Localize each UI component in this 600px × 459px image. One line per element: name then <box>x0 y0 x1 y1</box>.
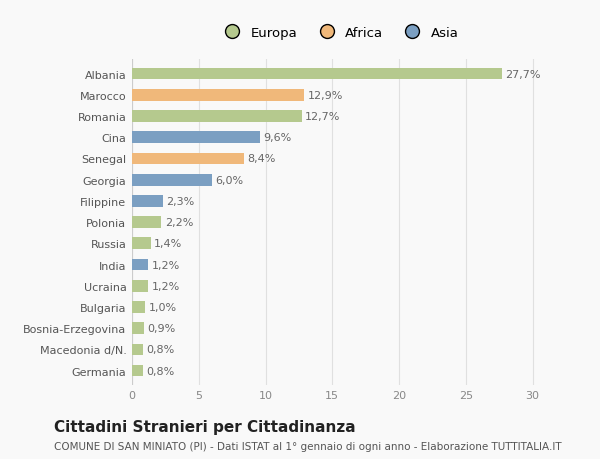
Text: 9,6%: 9,6% <box>263 133 292 143</box>
Text: 1,2%: 1,2% <box>151 281 179 291</box>
Bar <box>132 111 302 123</box>
Bar <box>132 196 163 207</box>
Text: 2,3%: 2,3% <box>166 196 194 207</box>
Bar <box>132 280 148 292</box>
Bar <box>132 259 148 271</box>
Text: 12,7%: 12,7% <box>305 112 340 122</box>
Text: 12,9%: 12,9% <box>308 91 343 101</box>
Bar <box>132 132 260 144</box>
Text: 1,2%: 1,2% <box>151 260 179 270</box>
Bar <box>132 302 145 313</box>
Text: 0,9%: 0,9% <box>148 324 176 333</box>
Text: 8,4%: 8,4% <box>248 154 276 164</box>
Bar <box>132 153 244 165</box>
Text: 27,7%: 27,7% <box>505 69 541 79</box>
Legend: Europa, Africa, Asia: Europa, Africa, Asia <box>217 24 461 42</box>
Text: 1,4%: 1,4% <box>154 239 182 249</box>
Bar <box>132 238 151 250</box>
Bar <box>132 90 304 101</box>
Text: 0,8%: 0,8% <box>146 345 174 354</box>
Bar <box>132 365 143 376</box>
Text: 0,8%: 0,8% <box>146 366 174 376</box>
Text: 1,0%: 1,0% <box>149 302 177 312</box>
Bar <box>132 69 502 80</box>
Text: Cittadini Stranieri per Cittadinanza: Cittadini Stranieri per Cittadinanza <box>54 419 356 434</box>
Bar <box>132 344 143 355</box>
Text: 6,0%: 6,0% <box>215 175 244 185</box>
Text: 2,2%: 2,2% <box>165 218 193 228</box>
Text: COMUNE DI SAN MINIATO (PI) - Dati ISTAT al 1° gennaio di ogni anno - Elaborazion: COMUNE DI SAN MINIATO (PI) - Dati ISTAT … <box>54 441 562 451</box>
Bar <box>132 217 161 229</box>
Bar <box>132 323 144 334</box>
Bar <box>132 174 212 186</box>
